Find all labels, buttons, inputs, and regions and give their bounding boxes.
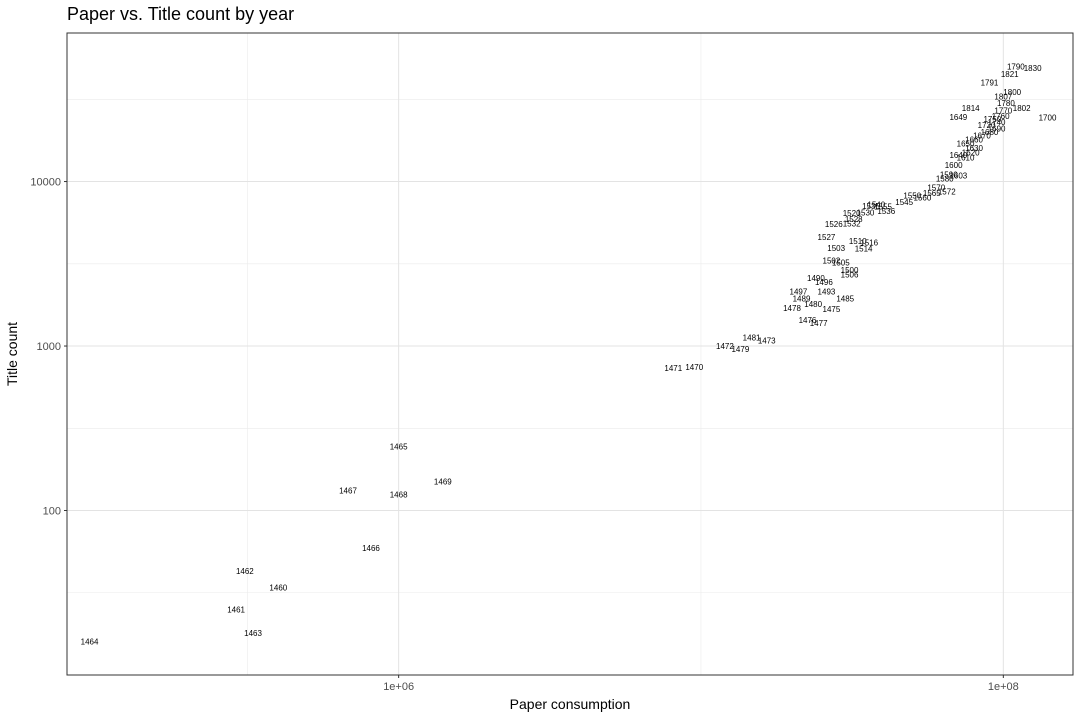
data-point-label: 1475 — [823, 305, 841, 314]
data-point-label: 1503 — [827, 244, 845, 253]
data-point-label: 1526 — [825, 220, 843, 229]
data-point-label: 1770 — [994, 107, 1012, 116]
data-point-label: 1814 — [962, 104, 980, 113]
data-point-label: 1670 — [973, 132, 991, 141]
data-point-label: 1565 — [923, 189, 941, 198]
data-point-label: 1790 — [1007, 63, 1025, 72]
chart-title: Paper vs. Title count by year — [67, 4, 295, 24]
data-point-label: 1471 — [664, 364, 682, 373]
data-point-label: 1506 — [841, 271, 859, 280]
data-point-label: 1590 — [940, 171, 958, 180]
data-point-label: 1490 — [807, 274, 825, 283]
data-point-label: 1536 — [877, 207, 895, 216]
data-point-label: 1493 — [818, 287, 836, 296]
data-point-label: 1700 — [1039, 114, 1057, 123]
plot-panel-border — [66, 32, 1074, 676]
data-point-label: 1572 — [938, 187, 956, 196]
data-point-label: 1485 — [836, 295, 854, 304]
data-point-label: 1640 — [949, 151, 967, 160]
axis-ticks: 1e+06 1e+08 100 1000 10000 — [30, 177, 1018, 693]
data-point-label: 1530 — [857, 208, 875, 217]
data-point-label: 1660 — [965, 136, 983, 145]
data-point-label: 1802 — [1013, 104, 1031, 113]
data-point-label: 1570 — [927, 184, 945, 193]
data-point-label: 1505 — [832, 258, 850, 267]
data-point-label: 1480 — [804, 300, 822, 309]
data-point-label: 1740 — [988, 118, 1006, 127]
data-point-label: 1610 — [957, 154, 975, 163]
data-point-label: 1470 — [685, 363, 703, 372]
data-point-label: 1580 — [936, 175, 954, 184]
data-point-label: 1464 — [81, 637, 99, 646]
data-point-label: 1489 — [793, 294, 811, 303]
data-point-label: 1477 — [810, 319, 828, 328]
data-point-label: 1472 — [716, 342, 734, 351]
data-point-label: 1680 — [981, 128, 999, 137]
data-point-label: 1630 — [965, 144, 983, 153]
data-point-label: 1620 — [962, 149, 980, 158]
data-point-label: 1469 — [434, 478, 452, 487]
data-point-label: 1465 — [390, 443, 408, 452]
data-point-label: 1461 — [227, 606, 245, 615]
data-point-label: 1496 — [815, 278, 833, 287]
data-point-label: 1780 — [997, 99, 1015, 108]
x-tick-label: 1e+08 — [988, 681, 1019, 693]
data-point-label: 1527 — [818, 233, 836, 242]
y-tick-label: 100 — [43, 506, 61, 518]
data-point-label: 1468 — [390, 491, 408, 500]
data-point-label: 1466 — [362, 544, 380, 553]
y-tick-label: 1000 — [37, 341, 61, 353]
data-point-label: 1821 — [1001, 70, 1019, 79]
data-point-label: 1545 — [895, 198, 913, 207]
data-point-label: 1535 — [862, 202, 880, 211]
data-point-label: 1603 — [949, 171, 967, 180]
data-point-label: 1807 — [994, 92, 1012, 101]
x-tick-label: 1e+06 — [383, 681, 414, 693]
data-point-label: 1481 — [743, 333, 761, 342]
data-point-label: 1791 — [981, 79, 999, 88]
data-point-label: 1500 — [841, 266, 859, 275]
data-point-label: 1600 — [945, 161, 963, 170]
data-point-label: 1502 — [823, 257, 841, 266]
data-point-label: 1830 — [1024, 64, 1042, 73]
data-point-label: 1690 — [988, 125, 1006, 134]
data-point-label: 1497 — [790, 287, 808, 296]
data-point-label: 1467 — [339, 487, 357, 496]
data-point-label: 1476 — [799, 316, 817, 325]
y-tick-label: 10000 — [30, 177, 61, 189]
data-point-label: 1460 — [269, 584, 287, 593]
data-point-label: 1463 — [244, 629, 262, 638]
data-point-label: 1528 — [845, 215, 863, 224]
data-point-label: 1532 — [843, 219, 861, 228]
data-point-label: 1479 — [731, 345, 749, 354]
data-point-label: 1478 — [783, 304, 801, 313]
data-point-label: 1514 — [855, 244, 873, 253]
data-point-label: 1473 — [758, 337, 776, 346]
data-point-label: 1510 — [849, 237, 867, 246]
data-point-label: 1540 — [867, 201, 885, 210]
grid-lines — [67, 33, 1073, 675]
data-point-label: 1650 — [957, 140, 975, 149]
data-point-label: 1720 — [978, 121, 996, 130]
data-point-label: 1750 — [983, 115, 1001, 124]
data-point-label: 1649 — [949, 113, 967, 122]
data-point-label: 1462 — [236, 567, 254, 576]
data-point-label: 1760 — [992, 112, 1010, 121]
data-point-label: 1516 — [860, 238, 878, 247]
data-point-label: 1550 — [903, 192, 921, 201]
y-axis-title: Title count — [4, 322, 20, 386]
data-point-label: 1800 — [1003, 88, 1021, 97]
data-point-label: 1555 — [874, 203, 892, 212]
x-axis-title: Paper consumption — [510, 696, 631, 712]
data-point-label: 1560 — [914, 193, 932, 202]
data-point-label: 1520 — [843, 209, 861, 218]
data-points: 1464 1461 1462 1463 1460 1466 1467 1468 1469 1465… — [81, 63, 1057, 647]
